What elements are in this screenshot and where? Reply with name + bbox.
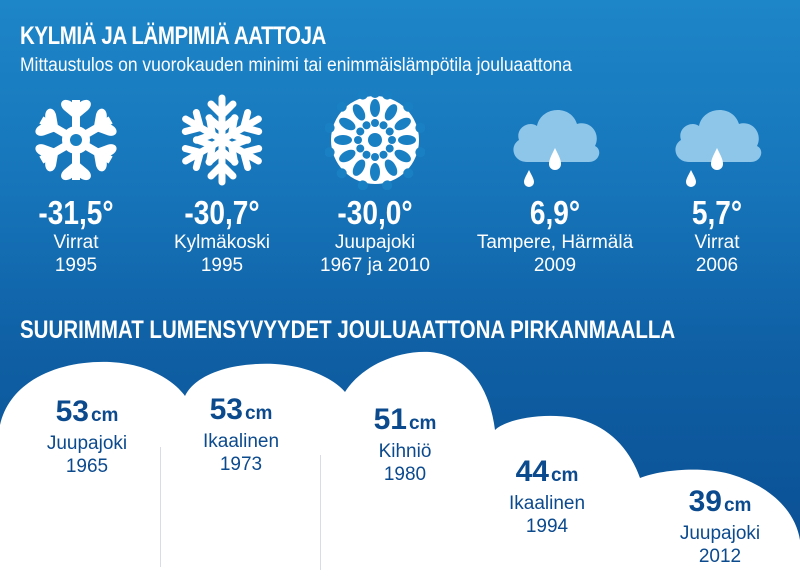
record-place: Kylmäkoski: [173, 232, 271, 253]
snowflake-icon: [172, 94, 272, 190]
snow-depth-item: 39 cm Juupajoki 2012: [645, 486, 795, 569]
snow-depth-place: Kihniö: [378, 441, 432, 462]
column-divider: [160, 447, 161, 567]
snow-depth-place: Ikaalinen: [202, 431, 280, 452]
snow-depth-item: 51 cm Kihniö 1980: [330, 404, 480, 487]
snow-depth-value: 44 cm: [515, 455, 579, 488]
snow-depth-heading: SUURIMMAT LUMENSYVYYDET JOULUAATTONA PIR…: [20, 316, 676, 344]
snow-depth-year: 1973: [219, 454, 263, 475]
record-item: -30,0° Juupajoki 1967 ja 2010: [295, 90, 455, 278]
record-year: 2006: [695, 255, 739, 276]
snow-depth-place: Ikaalinen: [508, 493, 586, 514]
snow-depth-year: 1965: [65, 456, 109, 477]
record-place: Juupajoki: [334, 232, 416, 253]
rain-cloud-icon: [675, 109, 762, 187]
record-year: 1995: [200, 255, 244, 276]
record-year: 2009: [533, 255, 577, 276]
record-item: -31,5° Virrat 1995: [0, 90, 156, 278]
record-temperature: -30,7°: [184, 194, 260, 231]
snow-depth-year: 2012: [698, 546, 742, 567]
page-title: KYLMIÄ JA LÄMPIMIÄ AATTOJA: [20, 22, 326, 50]
record-item: 6,9° Tampere, Härmälä 2009: [475, 90, 635, 278]
unit-label: cm: [550, 465, 579, 486]
record-place: Virrat: [694, 232, 740, 253]
column-divider: [320, 455, 321, 570]
snow-depth-item: 53 cm Juupajoki 1965: [12, 396, 162, 479]
snowflake-hearts-icon: [33, 99, 119, 181]
snow-depth-year: 1994: [525, 516, 569, 537]
record-temperature: -31,5°: [38, 194, 114, 231]
record-item: -30,7° Kylmäkoski 1995: [142, 90, 302, 278]
record-item: 5,7° Virrat 2006: [637, 90, 797, 278]
page-subtitle: Mittaustulos on vuorokauden minimi tai e…: [20, 55, 572, 76]
record-temperature: 5,7°: [691, 194, 743, 231]
snow-depth-year: 1980: [383, 464, 427, 485]
unit-label: cm: [408, 413, 437, 434]
snow-depth-place: Juupajoki: [46, 433, 128, 454]
snow-depth-item: 53 cm Ikaalinen 1973: [166, 394, 316, 477]
snow-depth-value: 53 cm: [55, 395, 119, 428]
record-place: Virrat: [53, 232, 99, 253]
snowflake-lace-icon: [325, 90, 425, 190]
snow-depth-value: 51 cm: [373, 403, 437, 436]
unit-label: cm: [90, 405, 119, 426]
snow-depth-item: 44 cm Ikaalinen 1994: [472, 456, 622, 539]
snow-depth-value: 39 cm: [688, 485, 752, 518]
record-year: 1967 ja 2010: [320, 255, 430, 276]
record-place: Tampere, Härmälä: [476, 232, 634, 253]
snow-depth-place: Juupajoki: [679, 523, 761, 544]
unit-label: cm: [244, 403, 273, 424]
record-temperature: -30,0°: [337, 194, 413, 231]
rain-cloud-icon: [513, 109, 600, 187]
snow-depth-value: 53 cm: [209, 393, 273, 426]
unit-label: cm: [723, 495, 752, 516]
record-year: 1995: [54, 255, 98, 276]
record-temperature: 6,9°: [529, 194, 581, 231]
